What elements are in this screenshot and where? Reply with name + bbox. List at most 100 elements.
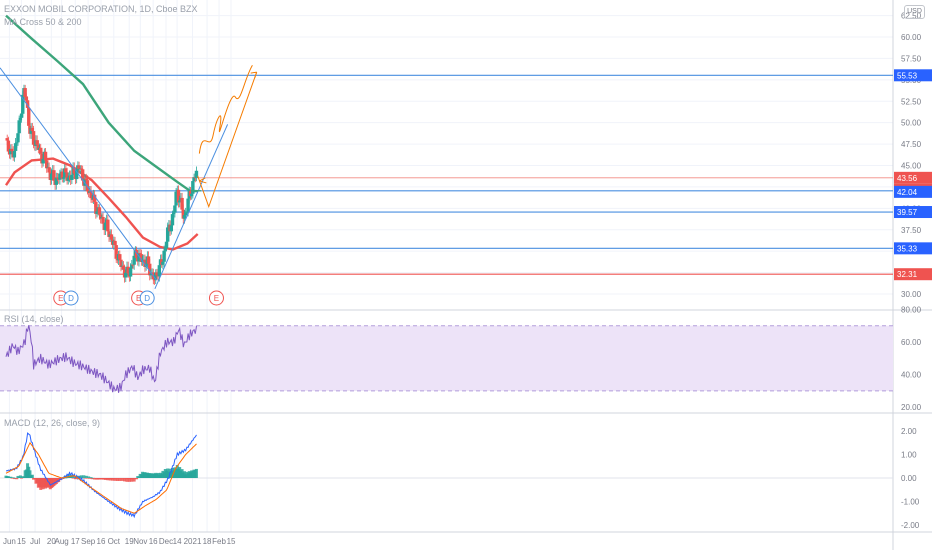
event-marker (208, 290, 224, 306)
currency-badge[interactable]: USD (904, 5, 925, 19)
macd-histogram-bar (132, 478, 136, 482)
candle (174, 191, 178, 206)
candle (98, 214, 103, 219)
rsi-tick: 80.00 (901, 305, 922, 314)
candle (176, 189, 181, 203)
time-tick: Oct (108, 537, 121, 546)
candle (189, 193, 194, 197)
signal-line (5, 441, 197, 514)
candle (25, 100, 30, 108)
trend-drawings (0, 65, 258, 290)
macd-histogram-bar (71, 478, 75, 479)
time-tick: Jul (30, 537, 40, 546)
downtrend-line (0, 67, 157, 281)
candle (6, 140, 11, 152)
candle (119, 259, 123, 267)
candle (58, 173, 62, 180)
price-tick: 52.50 (901, 97, 922, 106)
candle (101, 217, 105, 224)
macd-pane[interactable] (0, 432, 893, 519)
uptrend-line (154, 124, 229, 290)
time-tick: 19 (125, 537, 134, 546)
candle (60, 171, 64, 179)
macd-histogram-bar (30, 474, 34, 478)
macd-histogram-bar (118, 478, 122, 481)
macd-legend: MACD (12, 26, close, 9) (4, 418, 101, 428)
candle (177, 200, 182, 203)
candle (182, 215, 187, 219)
candle (12, 150, 17, 158)
rsi-line (5, 325, 197, 393)
macd-histogram-bar (115, 478, 119, 481)
candle (72, 167, 76, 174)
candle (89, 191, 93, 199)
price-tick: 50.00 (901, 119, 922, 128)
projection-arrowhead (250, 71, 258, 79)
candle (157, 265, 162, 277)
macd-tick: -2.00 (901, 521, 920, 530)
candle (18, 117, 23, 121)
candle (149, 273, 153, 276)
candle (170, 214, 175, 226)
candle (107, 231, 111, 237)
candle (61, 177, 66, 179)
macd-histogram-bar (93, 478, 97, 480)
price-tick: 60.00 (901, 33, 922, 42)
bounce-arrowhead (199, 177, 207, 184)
candle (64, 168, 68, 173)
candle (113, 240, 117, 246)
candle (186, 198, 190, 212)
candle (31, 131, 36, 145)
time-tick: 17 (71, 537, 80, 546)
macd-histogram-bar (81, 477, 85, 479)
candle (173, 205, 177, 213)
macd-histogram-bar (82, 475, 86, 478)
event-letter: D (144, 294, 150, 303)
candle (41, 158, 45, 164)
candle (43, 151, 48, 161)
macd-histogram-bar (89, 477, 93, 478)
candle (128, 268, 133, 277)
price-tag-label: 39.57 (897, 208, 918, 217)
time-tick: Sep (81, 537, 96, 546)
macd-tick: 1.00 (901, 451, 917, 460)
price-tag-label: 32.31 (897, 270, 918, 279)
price-tag-bg (894, 171, 932, 184)
macd-line (5, 432, 197, 519)
time-tick: 20 (47, 537, 56, 546)
price-tag-label: 35.33 (897, 244, 918, 253)
candle (84, 178, 88, 181)
macd-histogram-bar (16, 475, 20, 478)
price-tag-bg (894, 268, 932, 281)
candle (106, 219, 110, 232)
rsi-pane[interactable] (0, 325, 893, 393)
candle (80, 169, 85, 181)
candle (70, 174, 74, 180)
price-tick: 37.50 (901, 226, 922, 235)
time-tick: Aug (54, 537, 68, 546)
wave-projection (198, 65, 253, 154)
price-tag-label: 55.53 (897, 71, 918, 80)
candle (139, 254, 144, 262)
candle (9, 148, 13, 155)
candle (164, 241, 169, 249)
macd-histogram-bar (88, 478, 92, 479)
candle (47, 167, 51, 173)
price-tick: 57.50 (901, 54, 922, 63)
price-tick: 62.50 (901, 12, 922, 21)
candle (77, 165, 81, 170)
candle (40, 153, 44, 164)
candle (23, 88, 27, 98)
candle (66, 177, 70, 181)
candle (62, 168, 67, 178)
candle (152, 279, 157, 281)
candle (24, 97, 29, 101)
macd-histogram-bar (12, 478, 16, 480)
macd-histogram-bar (9, 476, 13, 478)
event-marker (139, 290, 155, 306)
rsi-band (0, 325, 893, 391)
